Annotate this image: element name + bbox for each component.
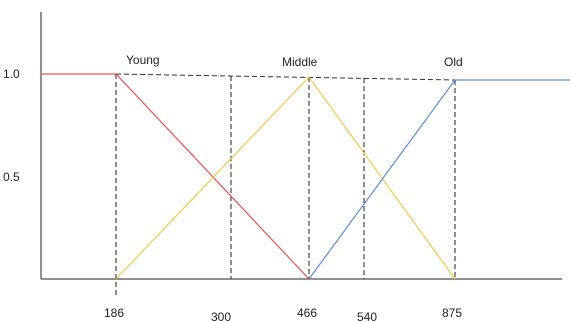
y-tick-label-2: 0.5 xyxy=(3,170,20,184)
x-tick-label-875: 875 xyxy=(442,306,462,320)
series-label-middle: Middle xyxy=(282,55,318,69)
y-tick-label-1: 1.0 xyxy=(3,67,20,81)
series-label-old: Old xyxy=(444,55,463,69)
series-middle-line xyxy=(115,76,456,280)
series-old-line xyxy=(308,79,570,280)
x-tick-label-186: 186 xyxy=(104,306,124,320)
series-label-young: Young xyxy=(126,53,160,67)
x-tick-label-300: 300 xyxy=(211,310,231,322)
x-tick-label-466: 466 xyxy=(297,306,317,320)
dashed-top-line xyxy=(115,73,456,81)
x-tick-label-540: 540 xyxy=(357,310,377,322)
series-young-line xyxy=(41,73,310,280)
